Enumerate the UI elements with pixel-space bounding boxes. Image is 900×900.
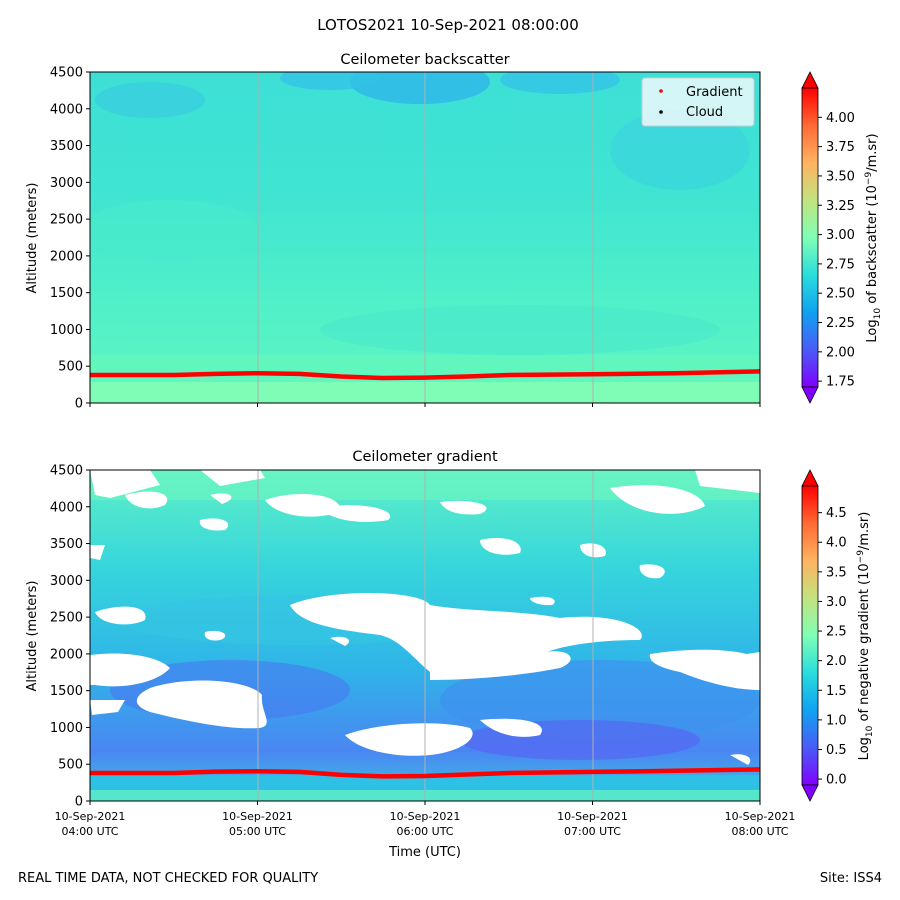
y-axis-ticks: 0 500 1000 1500 2000 2500 3000 3500 4000 4500 xyxy=(50,66,90,412)
y-axis-label: Altitude (meters) xyxy=(25,581,40,692)
colorbar-label: Log10 of backscatter (10−9/m.sr) xyxy=(864,133,883,342)
x-axis-ticks: 10-Sep-2021 04:00 UTC 10-Sep-2021 05:00 UTC… xyxy=(55,801,796,838)
colorbar-tick-label: 1.0 xyxy=(826,713,847,728)
colorbar-tick-label: 2.0 xyxy=(826,654,847,669)
y-tick-label: 3000 xyxy=(50,176,83,191)
y-tick-label: 3500 xyxy=(50,537,83,552)
y-tick-label: 4500 xyxy=(50,464,83,479)
y-axis-label: Altitude (meters) xyxy=(25,183,40,294)
x-axis-ticks xyxy=(89,403,761,407)
y-tick-label: 1500 xyxy=(50,286,83,301)
backscatter-colorbar: 1.75 2.00 2.25 2.50 2.75 3.00 3.25 3.50 3.75 4.00… xyxy=(801,71,883,404)
x-tick-time: 05:00 UTC xyxy=(229,825,286,838)
colorbar-tick-label: 4.00 xyxy=(826,111,855,126)
y-tick-label: 1000 xyxy=(50,323,83,338)
y-tick-label: 2000 xyxy=(50,647,83,662)
vertical-gridlines xyxy=(257,72,594,403)
colorbar-ticks: 0.0 0.5 1.0 1.5 2.0 2.5 3.0 3.5 4.0 4.5 xyxy=(818,506,847,788)
legend: Gradient Cloud xyxy=(641,77,755,127)
colorbar-tick-label: 1.5 xyxy=(826,684,847,699)
colorbar-tick-label: 4.0 xyxy=(826,536,847,551)
y-axis-ticks: 0 500 1000 1500 2000 2500 3000 3500 4000 4500 xyxy=(50,464,90,810)
colorbar-tick-label: 3.5 xyxy=(826,565,847,580)
y-tick-label: 4000 xyxy=(50,500,83,515)
colorbar-tick-label: 0.5 xyxy=(826,743,847,758)
x-tick-date: 10-Sep-2021 xyxy=(55,810,126,823)
y-tick-label: 500 xyxy=(58,758,83,773)
gradient-panel: Ceilometer gradient xyxy=(25,449,875,860)
y-tick-label: 3500 xyxy=(50,139,83,154)
x-tick-time: 06:00 UTC xyxy=(396,825,453,838)
x-tick-date: 10-Sep-2021 xyxy=(390,810,461,823)
colorbar-tick-label: 1.75 xyxy=(826,375,855,390)
colorbar-ticks: 1.75 2.00 2.25 2.50 2.75 3.00 3.25 3.50 3.75 4.00 xyxy=(818,111,855,390)
colorbar-tick-label: 2.75 xyxy=(826,257,855,272)
x-tick-date: 10-Sep-2021 xyxy=(222,810,293,823)
y-tick-label: 2000 xyxy=(50,249,83,264)
gradient-line xyxy=(90,767,761,779)
vertical-gridlines xyxy=(257,470,594,801)
x-tick-time: 07:00 UTC xyxy=(564,825,621,838)
y-tick-label: 1000 xyxy=(50,721,83,736)
colorbar-tick-label: 2.00 xyxy=(826,345,855,360)
y-tick-label: 2500 xyxy=(50,611,83,626)
backscatter-panel: Ceilometer backscatter 0 500 1000 1500 2000 2… xyxy=(25,52,883,412)
y-tick-label: 500 xyxy=(58,360,83,375)
gradient-height-series xyxy=(90,767,761,779)
panel-title: Ceilometer gradient xyxy=(352,449,498,465)
legend-gradient-marker xyxy=(659,89,663,93)
colorbar-tick-label: 0.0 xyxy=(826,773,847,788)
x-tick-date: 10-Sep-2021 xyxy=(725,810,796,823)
panel-title: Ceilometer backscatter xyxy=(340,52,509,68)
footer-site: Site: ISS4 xyxy=(820,871,882,886)
y-tick-label: 4500 xyxy=(50,66,83,81)
y-tick-label: 2500 xyxy=(50,213,83,228)
colorbar-tick-label: 2.50 xyxy=(826,287,855,302)
gradient-line xyxy=(90,369,761,381)
y-tick-label: 0 xyxy=(75,397,83,412)
y-tick-label: 1500 xyxy=(50,684,83,699)
colorbar-tick-label: 2.25 xyxy=(826,316,855,331)
x-tick-time: 04:00 UTC xyxy=(61,825,118,838)
colorbar-tick-label: 3.25 xyxy=(826,199,855,214)
footer-disclaimer: REAL TIME DATA, NOT CHECKED FOR QUALITY xyxy=(18,871,318,886)
colorbar-label: Log10 of negative gradient (10−9/m.sr) xyxy=(856,512,875,761)
x-tick-time: 08:00 UTC xyxy=(731,825,788,838)
legend-gradient-label: Gradient xyxy=(686,85,743,100)
colorbar-tick-label: 3.0 xyxy=(826,595,847,610)
colorbar-tick-label: 2.5 xyxy=(826,625,847,640)
legend-cloud-marker xyxy=(659,110,663,114)
colorbar-tick-label: 4.5 xyxy=(826,506,847,521)
colorbar-tick-label: 3.00 xyxy=(826,228,855,243)
gradient-height-series xyxy=(90,369,761,381)
figure-title: LOTOS2021 10-Sep-2021 08:00:00 xyxy=(317,16,579,34)
y-tick-label: 0 xyxy=(75,795,83,810)
legend-cloud-label: Cloud xyxy=(686,105,723,120)
x-tick-date: 10-Sep-2021 xyxy=(557,810,628,823)
colorbar-tick-label: 3.75 xyxy=(826,140,855,155)
y-tick-label: 3000 xyxy=(50,574,83,589)
gradient-colorbar: 0.0 0.5 1.0 1.5 2.0 2.5 3.0 3.5 4.0 4.5 Log10 of … xyxy=(801,469,875,802)
colorbar-tick-label: 3.50 xyxy=(826,169,855,184)
y-tick-label: 4000 xyxy=(50,102,83,117)
missing-data-regions xyxy=(90,470,760,765)
x-axis-label: Time (UTC) xyxy=(388,845,461,860)
